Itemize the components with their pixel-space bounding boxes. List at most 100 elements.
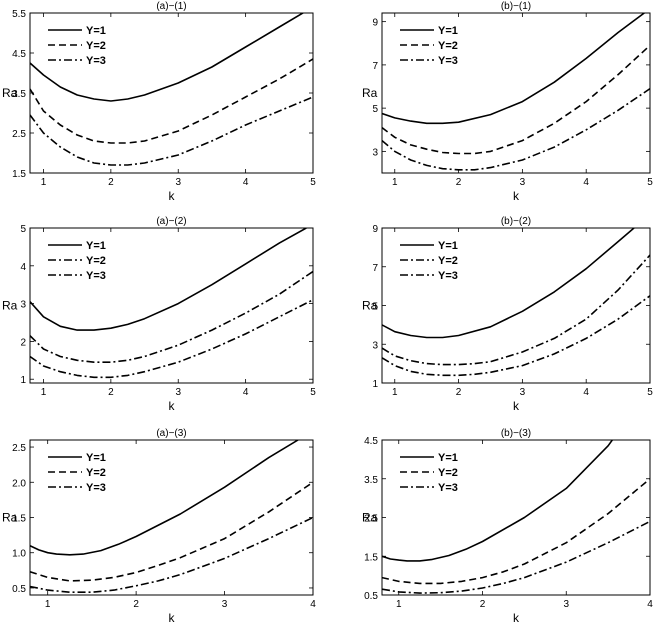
chart-panel-6: (b)−(3) 1 2 3 4 0.5 1.5 2.5 3.5 4.5 k Ra Y=1 Y=2 Y=3 bbox=[362, 428, 653, 625]
x-tick-label: 3 bbox=[222, 599, 228, 610]
series-line-y2 bbox=[30, 58, 313, 144]
series-line-y3 bbox=[30, 96, 313, 166]
x-tick-label: 3 bbox=[520, 177, 526, 188]
panel-title: (b)−(2) bbox=[501, 216, 531, 227]
legend-label-y2: Y=2 bbox=[438, 467, 458, 479]
x-axis-label: k bbox=[513, 611, 520, 625]
y-tick-label: 2.5 bbox=[12, 443, 26, 454]
x-tick-label: 4 bbox=[583, 177, 589, 188]
x-tick-label: 1 bbox=[396, 599, 402, 610]
x-tick-label: 5 bbox=[647, 177, 653, 188]
series-line-y3 bbox=[30, 299, 313, 379]
series-line-y3 bbox=[382, 295, 650, 377]
legend-label-y3: Y=3 bbox=[438, 55, 458, 67]
series-line-y2 bbox=[30, 270, 313, 364]
y-axis-label: Ra bbox=[362, 86, 378, 100]
legend-label-y1: Y=1 bbox=[86, 240, 106, 252]
plot-frame bbox=[381, 227, 651, 384]
x-tick-label: 5 bbox=[310, 387, 316, 398]
legend-label-y2: Y=2 bbox=[438, 40, 458, 52]
legend-label-y1: Y=1 bbox=[438, 240, 458, 252]
x-tick-label: 2 bbox=[133, 599, 139, 610]
x-tick-label: 3 bbox=[563, 599, 569, 610]
x-tick-label: 2 bbox=[456, 387, 462, 398]
y-tick-label: 4.5 bbox=[12, 49, 26, 60]
y-tick-label: 9 bbox=[372, 224, 378, 235]
x-tick-label: 2 bbox=[108, 177, 114, 188]
y-tick-label: 9 bbox=[372, 18, 378, 29]
x-tick-label: 3 bbox=[175, 387, 181, 398]
series-line-y1 bbox=[30, 13, 305, 102]
series-line-y2 bbox=[30, 481, 313, 582]
y-axis-label: Ra bbox=[2, 86, 18, 100]
x-tick-label: 5 bbox=[310, 177, 316, 188]
legend-label-y1: Y=1 bbox=[86, 25, 106, 37]
x-tick-label: 4 bbox=[243, 177, 249, 188]
x-tick-label: 2 bbox=[108, 387, 114, 398]
chart-panel-1: (a)−(1) 1 2 3 4 5 1.5 2.5 3.5 4.5 5.5 k Ra Y=1 Y=2 Y=3 bbox=[2, 1, 316, 203]
series-line-y3 bbox=[30, 516, 313, 594]
legend-label-y3: Y=3 bbox=[86, 55, 106, 67]
y-tick-label: 2 bbox=[20, 337, 26, 348]
panel-title: (a)−(3) bbox=[156, 428, 186, 439]
legend-label-y2: Y=2 bbox=[86, 467, 106, 479]
plot-frame bbox=[29, 439, 314, 596]
x-axis-label: k bbox=[169, 399, 176, 413]
y-axis-label: Ra bbox=[362, 511, 378, 525]
y-tick-label: 3.5 bbox=[12, 89, 26, 100]
plot-frame bbox=[29, 12, 314, 174]
series-line-y3 bbox=[382, 520, 650, 594]
legend-label-y3: Y=3 bbox=[86, 482, 106, 494]
y-tick-label: 5 bbox=[20, 224, 26, 235]
x-tick-label: 5 bbox=[647, 387, 653, 398]
plot-frame bbox=[29, 227, 314, 384]
x-tick-label: 1 bbox=[45, 599, 51, 610]
panel-title: (a)−(1) bbox=[156, 1, 186, 12]
legend-label-y1: Y=1 bbox=[438, 25, 458, 37]
y-tick-label: 7 bbox=[372, 61, 378, 72]
x-tick-label: 4 bbox=[243, 387, 249, 398]
y-tick-label: 3 bbox=[372, 340, 378, 351]
x-axis-label: k bbox=[513, 189, 520, 203]
y-tick-label: 7 bbox=[372, 263, 378, 274]
legend-label-y3: Y=3 bbox=[438, 270, 458, 282]
y-tick-label: 1.5 bbox=[364, 552, 378, 563]
series-line-y2 bbox=[382, 478, 650, 585]
x-tick-label: 2 bbox=[456, 177, 462, 188]
x-tick-label: 3 bbox=[175, 177, 181, 188]
y-tick-label: 3.5 bbox=[364, 475, 378, 486]
y-tick-label: 2.5 bbox=[12, 129, 26, 140]
chart-panel-2: (b)−(1) 1 2 3 4 5 3 5 7 9 k Ra Y=1 Y=2 Y=3 bbox=[362, 1, 653, 203]
y-tick-label: 5 bbox=[372, 104, 378, 115]
series-line-y2 bbox=[382, 254, 650, 366]
y-tick-label: 1.5 bbox=[12, 169, 26, 180]
series-line-y1 bbox=[382, 228, 635, 339]
y-tick-label: 1.0 bbox=[12, 549, 26, 560]
chart-panel-5: (a)−(3) 1 2 3 4 0.5 1.0 1.5 2.0 2.5 k Ra Y=1 Y=2 Y=3 bbox=[2, 428, 316, 625]
legend-label-y2: Y=2 bbox=[86, 40, 106, 52]
x-tick-label: 2 bbox=[480, 599, 486, 610]
y-tick-label: 1 bbox=[372, 379, 378, 390]
x-tick-label: 4 bbox=[583, 387, 589, 398]
x-axis-label: k bbox=[169, 611, 176, 625]
legend-label-y2: Y=2 bbox=[438, 255, 458, 267]
legend-label-y3: Y=3 bbox=[86, 270, 106, 282]
series-line-y1 bbox=[30, 440, 299, 556]
y-tick-label: 1.5 bbox=[12, 514, 26, 525]
y-tick-label: 5 bbox=[372, 302, 378, 313]
y-tick-label: 2.5 bbox=[364, 514, 378, 525]
series-line-y1 bbox=[30, 228, 307, 331]
legend-label-y1: Y=1 bbox=[86, 452, 106, 464]
x-tick-label: 1 bbox=[41, 177, 47, 188]
series-line-y1 bbox=[382, 13, 646, 125]
panel-title: (b)−(1) bbox=[501, 1, 531, 12]
x-axis-label: k bbox=[169, 189, 176, 203]
y-tick-label: 0.5 bbox=[364, 591, 378, 602]
y-tick-label: 3 bbox=[372, 147, 378, 158]
panel-title: (a)−(2) bbox=[156, 216, 186, 227]
legend-label-y3: Y=3 bbox=[438, 482, 458, 494]
y-tick-label: 1 bbox=[20, 375, 26, 386]
y-axis-label: Ra bbox=[2, 511, 18, 525]
x-tick-label: 3 bbox=[520, 387, 526, 398]
